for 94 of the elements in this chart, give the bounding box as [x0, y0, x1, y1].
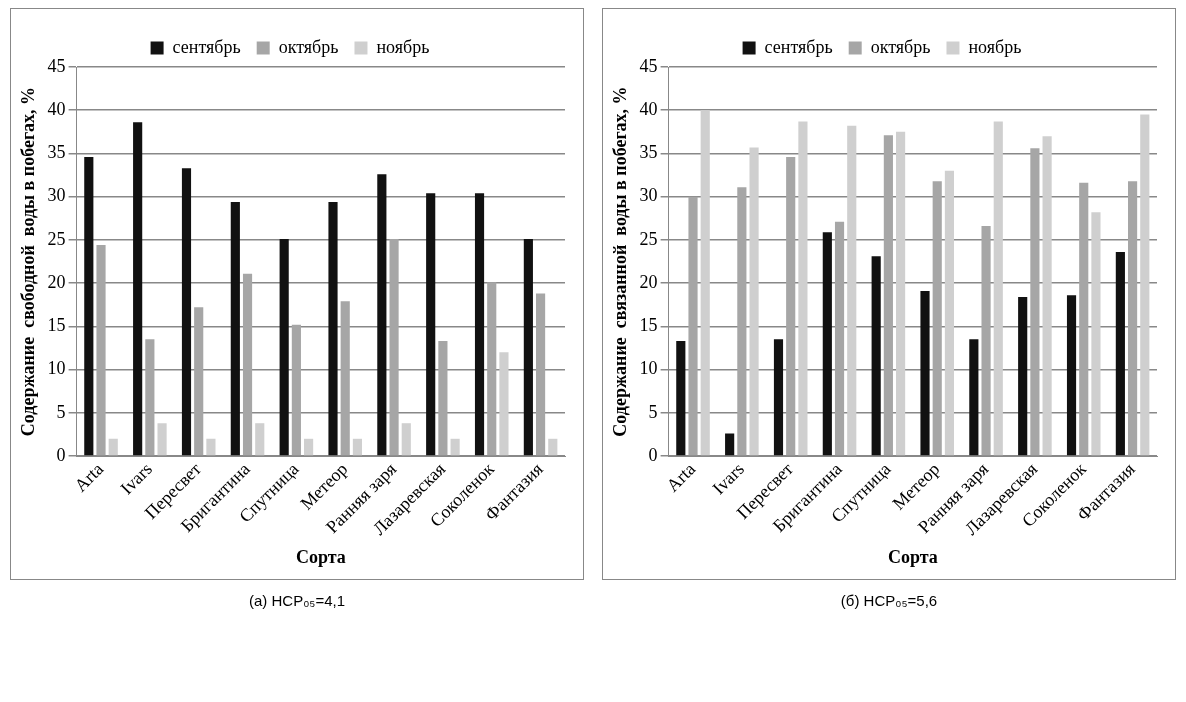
text: (б) НСР₀₅=5,6 [839, 592, 939, 609]
bar [834, 221, 845, 456]
bar [279, 239, 289, 456]
bar [438, 341, 448, 456]
bar [523, 239, 533, 456]
bar [1140, 114, 1150, 456]
bar [474, 193, 485, 456]
legend-label: ноябрь [968, 36, 1022, 57]
x-tick-label: Arta [70, 458, 108, 496]
bar [389, 239, 399, 456]
bar [181, 168, 192, 456]
bar [304, 438, 314, 456]
y-tick-label: 40 [47, 98, 66, 119]
bar [194, 307, 204, 456]
bar [798, 121, 808, 456]
bar [499, 352, 509, 456]
bar [352, 438, 363, 456]
y-tick-label: 0 [648, 444, 658, 465]
x-axis-title: Сорта [295, 546, 346, 567]
bar [206, 438, 216, 456]
legend-label: ноябрь [376, 36, 430, 57]
y-tick-label: 20 [47, 271, 66, 292]
bar [255, 423, 265, 456]
y-tick-label: 45 [639, 55, 658, 76]
x-tick-label: Arta [662, 458, 700, 496]
legend-label: сентябрь [764, 36, 833, 57]
bar [944, 170, 955, 456]
bar [883, 135, 893, 456]
y-tick-label: 10 [47, 358, 66, 379]
bar [84, 156, 94, 456]
bar [133, 122, 143, 456]
y-tick-label: 30 [47, 185, 66, 206]
bar [401, 423, 411, 456]
bar [1115, 252, 1125, 456]
y-tick-label: 45 [47, 55, 66, 76]
y-tick-label: 35 [639, 142, 658, 163]
y-tick-label: 15 [639, 315, 658, 336]
bar [328, 201, 338, 456]
bar [920, 290, 930, 456]
bar [242, 273, 253, 456]
x-axis-title: Сорта [887, 546, 938, 567]
y-tick-label: 25 [47, 228, 66, 249]
bar [737, 187, 747, 456]
bar [1018, 296, 1028, 456]
y-tick-label: 5 [56, 401, 66, 422]
y-axis-title: Содержание связанной воды в побегах, % [610, 86, 631, 437]
bar [969, 339, 979, 456]
y-tick-label: 30 [639, 185, 658, 206]
bar [108, 438, 118, 456]
bar [993, 121, 1003, 456]
bar [981, 226, 991, 456]
bar [96, 245, 106, 456]
bar [749, 147, 759, 456]
bar [1066, 295, 1077, 456]
bar [700, 110, 710, 456]
bar [426, 193, 436, 456]
y-tick-label: 20 [639, 271, 658, 292]
bar [1091, 212, 1101, 456]
bar [896, 131, 906, 456]
legend-label: октябрь [278, 36, 339, 57]
bar [145, 339, 155, 456]
legend-label: октябрь [870, 36, 931, 57]
bar [291, 324, 301, 456]
bar [676, 341, 686, 456]
y-tick-label: 15 [47, 315, 66, 336]
y-tick-label: 0 [56, 444, 66, 465]
bar [847, 125, 857, 456]
bar [1042, 136, 1052, 456]
text: (а) НСР₀₅=4,1 [247, 592, 347, 609]
bar [230, 201, 240, 456]
bar [377, 174, 387, 456]
bar [487, 282, 497, 456]
bar [340, 301, 350, 456]
y-tick-label: 35 [47, 142, 66, 163]
bar [822, 232, 832, 456]
y-tick-label: 5 [648, 401, 658, 422]
bar [773, 339, 784, 456]
bar [871, 256, 881, 456]
bar [688, 196, 698, 456]
y-axis-title: Содержание свободной воды в побегах, % [18, 86, 39, 437]
y-tick-label: 40 [639, 98, 658, 119]
legend-label: сентябрь [172, 36, 241, 57]
bar [1079, 182, 1089, 456]
y-tick-label: 10 [639, 358, 658, 379]
bar [157, 423, 167, 456]
bar [932, 181, 942, 456]
bar [536, 293, 546, 456]
bar [1030, 148, 1040, 456]
bar [786, 156, 796, 456]
bar [1128, 181, 1138, 456]
y-tick-label: 25 [639, 228, 658, 249]
bar [548, 438, 558, 456]
bar [725, 433, 735, 456]
bar [450, 438, 460, 456]
